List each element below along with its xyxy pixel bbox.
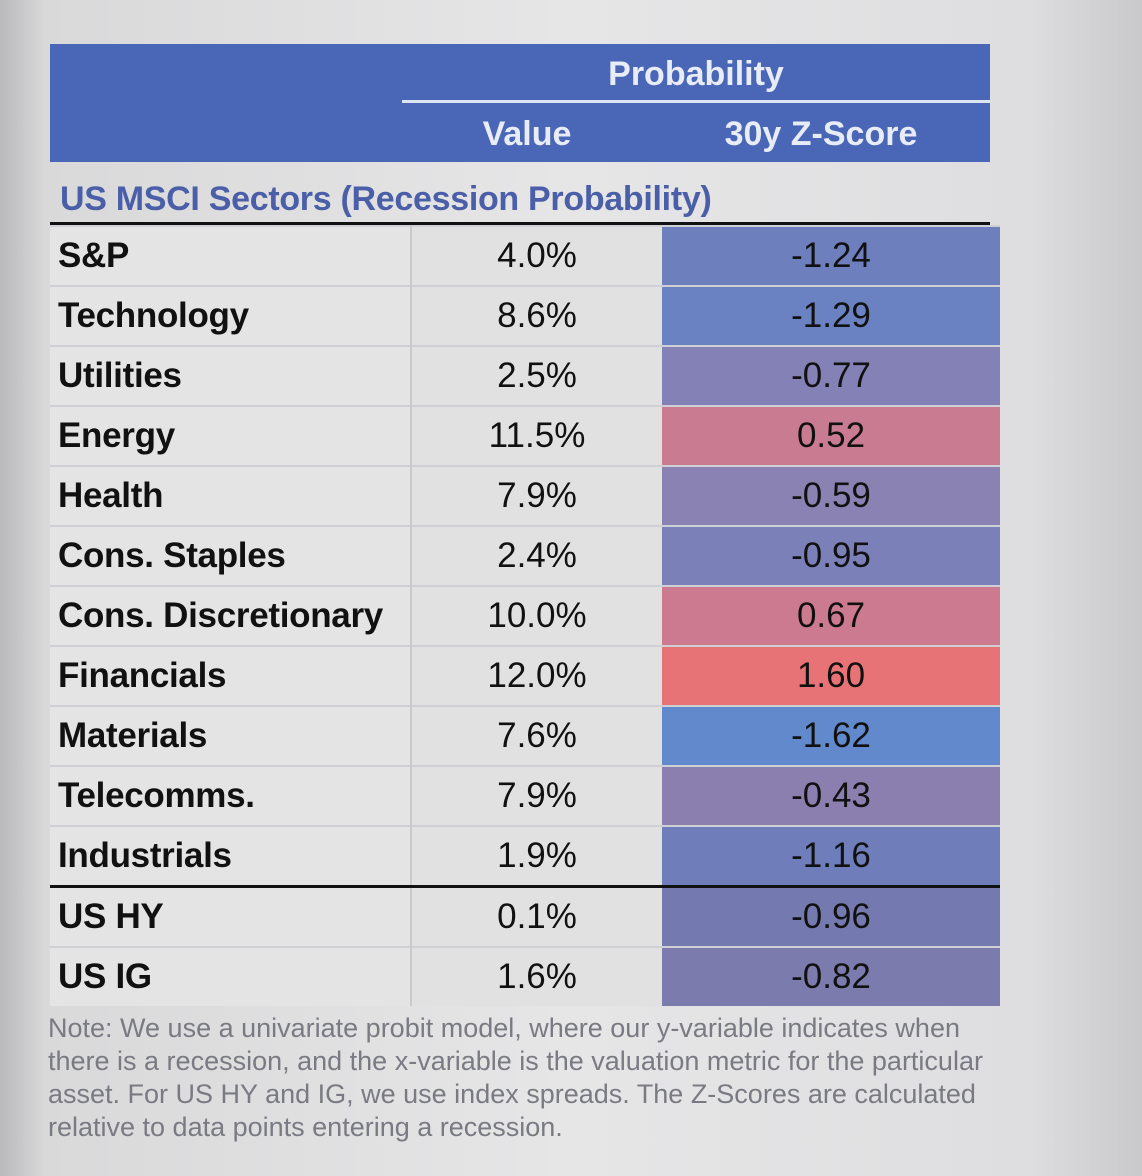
sector-name-cell: Energy: [50, 405, 412, 466]
zscore-cell: 0.67: [662, 585, 1000, 646]
probability-value-cell: 1.6%: [411, 946, 662, 1006]
zscore-cell: -1.29: [662, 285, 1000, 346]
table-row: Cons. Discretionary 10.0% 0.67: [50, 585, 1000, 646]
probability-value-cell: 4.0%: [411, 225, 662, 286]
probability-group-header: Probability: [402, 52, 990, 103]
sector-name-cell: Telecomms.: [50, 765, 412, 826]
table-row: Cons. Staples 2.4% -0.95: [50, 525, 1000, 586]
zscore-cell: -0.59: [662, 465, 1000, 526]
data-table: S&P 4.0% -1.24 Technology 8.6% -1.29 Utilities…: [50, 225, 1000, 1006]
probability-value-cell: 10.0%: [411, 585, 662, 646]
table-row: Technology 8.6% -1.29: [50, 285, 1000, 346]
table-row: Industrials 1.9% -1.16: [50, 825, 1000, 887]
sector-name-cell: Financials: [50, 645, 412, 706]
zscore-cell: -0.96: [662, 885, 1000, 947]
zscore-cell: -0.77: [662, 345, 1000, 406]
sector-name-cell: S&P: [50, 225, 412, 286]
table-row: US IG 1.6% -0.82: [50, 946, 1000, 1006]
probability-value-cell: 7.6%: [411, 705, 662, 766]
table-row: US HY 0.1% -0.96: [50, 885, 1000, 947]
zscore-cell: -0.43: [662, 765, 1000, 826]
table-row: Materials 7.6% -1.62: [50, 705, 1000, 766]
table-row: Health 7.9% -0.59: [50, 465, 1000, 526]
table-row: Energy 11.5% 0.52: [50, 405, 1000, 466]
probability-value-cell: 12.0%: [411, 645, 662, 706]
probability-value-cell: 7.9%: [411, 765, 662, 826]
sector-name-cell: US IG: [50, 946, 412, 1006]
sector-name-cell: Utilities: [50, 345, 412, 406]
probability-value-cell: 11.5%: [411, 405, 662, 466]
probability-value-cell: 2.5%: [411, 345, 662, 406]
sector-name-cell: Technology: [50, 285, 412, 346]
table-row: S&P 4.0% -1.24: [50, 225, 1000, 286]
probability-value-cell: 2.4%: [411, 525, 662, 586]
sector-name-cell: Cons. Discretionary: [50, 585, 412, 646]
table-header: Probability Value 30y Z-Score: [50, 44, 990, 162]
table-row: Utilities 2.5% -0.77: [50, 345, 1000, 406]
recession-probability-table: Probability Value 30y Z-Score US MSCI Se…: [50, 44, 1000, 1006]
probability-value-cell: 1.9%: [411, 825, 662, 887]
zscore-cell: -1.16: [662, 825, 1000, 887]
zscore-cell: -1.62: [662, 705, 1000, 766]
zscore-cell: -0.82: [662, 946, 1000, 1006]
zscore-cell: -1.24: [662, 225, 1000, 286]
footnote: Note: We use a univariate probit model, …: [48, 1013, 983, 1142]
table-row: Telecomms. 7.9% -0.43: [50, 765, 1000, 826]
probability-value-cell: 0.1%: [411, 885, 662, 947]
section-title: US MSCI Sectors (Recession Probability): [50, 162, 990, 225]
sector-name-cell: US HY: [50, 885, 412, 947]
zscore-cell: 0.52: [662, 405, 1000, 466]
zscore-cell: 1.60: [662, 645, 1000, 706]
sector-name-cell: Industrials: [50, 825, 412, 887]
probability-value-cell: 7.9%: [411, 465, 662, 526]
sector-name-cell: Materials: [50, 705, 412, 766]
sector-name-cell: Cons. Staples: [50, 525, 412, 586]
probability-value-cell: 8.6%: [411, 285, 662, 346]
zscore-column-header: 30y Z-Score: [724, 115, 918, 153]
zscore-cell: -0.95: [662, 525, 1000, 586]
value-column-header: Value: [482, 115, 572, 153]
sector-name-cell: Health: [50, 465, 412, 526]
table-row: Financials 12.0% 1.60: [50, 645, 1000, 706]
